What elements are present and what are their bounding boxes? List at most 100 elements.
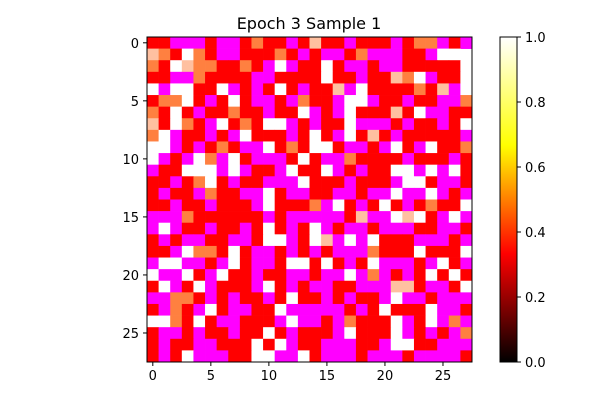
heatmap-cell (367, 153, 380, 166)
heatmap-cell (425, 141, 438, 154)
heatmap-cell (402, 303, 415, 316)
heatmap-cell (263, 338, 276, 351)
heatmap-cell (181, 327, 194, 340)
heatmap-cell (193, 95, 206, 107)
heatmap-cell (228, 37, 241, 49)
heatmap-cell (309, 129, 322, 142)
heatmap-cell (355, 350, 368, 363)
heatmap-cell (205, 164, 217, 177)
heatmap-cell (274, 95, 287, 107)
heatmap-cell (460, 71, 473, 84)
heatmap-cell (297, 71, 310, 84)
heatmap-cell (216, 234, 229, 247)
heatmap-cell (413, 257, 426, 270)
heatmap-cell (170, 303, 183, 316)
heatmap-cell (425, 118, 438, 131)
heatmap-cell (448, 60, 461, 73)
heatmap-cell (205, 257, 217, 270)
heatmap-cell (321, 60, 334, 73)
heatmap-cell (390, 211, 403, 224)
heatmap-cell (425, 71, 438, 84)
heatmap-cell (402, 95, 415, 107)
heatmap-cell (344, 95, 357, 107)
heatmap-cell (158, 95, 171, 107)
heatmap-cell (263, 141, 276, 154)
heatmap-cell (170, 245, 183, 258)
y-tick-label: 10 (122, 153, 139, 168)
heatmap-cell (413, 37, 426, 49)
heatmap-cell (158, 118, 171, 131)
heatmap-cell (425, 211, 438, 224)
heatmap-cell (367, 280, 380, 293)
heatmap-cell (413, 71, 426, 84)
heatmap-cell (390, 222, 403, 235)
heatmap-cell (251, 280, 264, 293)
heatmap-cell (309, 315, 322, 328)
heatmap-cell (286, 338, 299, 351)
heatmap-cell (216, 129, 229, 142)
heatmap-cell (309, 269, 322, 282)
heatmap-cell (228, 141, 241, 154)
heatmap-cell (147, 222, 159, 235)
heatmap-cell (286, 118, 299, 131)
heatmap-cell (251, 338, 264, 351)
heatmap-cell (181, 303, 194, 316)
heatmap-cell (332, 327, 345, 340)
heatmap-cell (437, 187, 450, 200)
heatmap-cell (437, 83, 450, 96)
heatmap-cell (274, 211, 287, 224)
heatmap-cell (170, 257, 183, 270)
heatmap-cell (460, 269, 473, 282)
heatmap-cell (228, 315, 241, 328)
heatmap-cell (332, 315, 345, 328)
heatmap-cell (297, 60, 310, 73)
heatmap-cell (390, 176, 403, 189)
heatmap-cell (402, 245, 415, 258)
heatmap-cell (379, 37, 392, 49)
heatmap-cell (309, 338, 322, 351)
heatmap-cell (437, 327, 450, 340)
heatmap-cell (332, 292, 345, 305)
heatmap-cell (425, 315, 438, 328)
heatmap-cell (286, 199, 299, 212)
heatmap-cell (367, 83, 380, 96)
heatmap-cell (437, 71, 450, 84)
heatmap-cell (251, 153, 264, 166)
heatmap-cell (332, 141, 345, 154)
heatmap-cell (158, 211, 171, 224)
heatmap-cell (286, 164, 299, 177)
heatmap-cell (321, 269, 334, 282)
heatmap-cell (158, 37, 171, 49)
heatmap-cell (193, 315, 206, 328)
heatmap-cell (251, 141, 264, 154)
heatmap-cell (355, 83, 368, 96)
heatmap-cell (297, 48, 310, 61)
heatmap-cell (216, 60, 229, 73)
heatmap-cell (321, 106, 334, 119)
heatmap-cell (367, 350, 380, 363)
heatmap-cell (379, 211, 392, 224)
heatmap-cell (228, 257, 241, 270)
heatmap-cell (367, 222, 380, 235)
heatmap-cell (205, 153, 217, 166)
heatmap-cell (321, 48, 334, 61)
heatmap-cell (286, 83, 299, 96)
heatmap-cell (460, 350, 473, 363)
heatmap-cell (286, 141, 299, 154)
heatmap-cell (344, 211, 357, 224)
heatmap-cell (263, 48, 276, 61)
heatmap-cell (158, 315, 171, 328)
heatmap-cell (413, 141, 426, 154)
heatmap-cell (147, 60, 159, 73)
y-tick-label: 0 (131, 37, 139, 52)
heatmap-cell (251, 315, 264, 328)
heatmap-cell (216, 83, 229, 96)
heatmap-cell (147, 187, 159, 200)
heatmap-cell (216, 303, 229, 316)
heatmap-cell (274, 199, 287, 212)
heatmap-cell (402, 280, 415, 293)
heatmap-cell (448, 234, 461, 247)
heatmap-cell (344, 280, 357, 293)
heatmap-cell (460, 211, 473, 224)
heatmap-cell (425, 269, 438, 282)
